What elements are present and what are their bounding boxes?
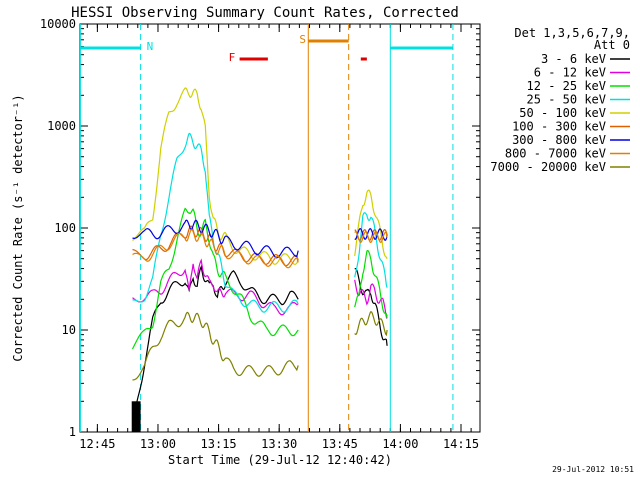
timestamp: 29-Jul-2012 10:51: [552, 465, 634, 474]
series-line-9: [132, 311, 299, 381]
legend-label: 800 - 7000 keV: [505, 147, 606, 161]
y-tick-label: 1: [69, 425, 76, 439]
y-tick-label: 10: [62, 323, 76, 337]
series-line-7: [132, 219, 299, 259]
plot-frame: [79, 23, 481, 433]
series-line-7-segment-2: [354, 227, 388, 242]
series-line-3-segment-2: [354, 249, 388, 319]
x-tick-label: 13:15: [201, 437, 237, 451]
legend-label: 6 - 12 keV: [534, 66, 606, 80]
y-tick-label: 1000: [47, 119, 76, 133]
x-tick-label: 13:00: [140, 437, 176, 451]
legend-label: 12 - 25 keV: [527, 79, 606, 93]
series-line-1: [131, 265, 299, 412]
legend-label: 3 - 6 keV: [541, 52, 606, 66]
series-line-5: [132, 87, 299, 265]
series-line-9-segment-2: [354, 310, 388, 337]
series-line-8: [132, 229, 299, 269]
x-tick-label: 12:45: [79, 437, 115, 451]
chart-title: HESSI Observing Summary Count Rates, Cor…: [71, 5, 459, 21]
y-tick-label: 10000: [40, 17, 76, 31]
low-count-block: [131, 401, 141, 432]
legend-header-2: Att 0: [594, 38, 630, 52]
series-line-8-segment-2: [354, 231, 388, 244]
legend-label: 300 - 800 keV: [512, 133, 606, 147]
y-axis-label: Corrected Count Rate (s⁻¹ detector⁻¹): [11, 94, 25, 361]
flare-label: F: [229, 51, 236, 64]
x-tick-label: 13:45: [322, 437, 358, 451]
y-tick-label: 100: [54, 221, 76, 235]
night-label: N: [147, 40, 154, 53]
x-tick-label: 13:30: [261, 437, 297, 451]
series-line-2: [132, 258, 299, 316]
legend-label: 7000 - 20000 keV: [490, 160, 606, 174]
series-line-6-segment-2: [354, 229, 388, 242]
x-tick-label: 14:00: [382, 437, 418, 451]
series-line-3: [131, 207, 299, 350]
legend-label: 50 - 100 keV: [519, 106, 606, 120]
x-tick-label: 14:15: [443, 437, 479, 451]
x-axis-label: Start Time (29-Jul-12 12:40:42): [168, 453, 392, 467]
series-line-4-segment-2: [354, 212, 388, 288]
legend-label: 25 - 50 keV: [527, 93, 606, 107]
series-line-5-segment-2: [354, 189, 388, 259]
series-line-4: [132, 132, 299, 313]
legend-label: 100 - 300 keV: [512, 120, 606, 134]
legend-header: Det 1,3,5,6,7,9,: [514, 26, 630, 40]
saa-label: S: [299, 33, 306, 46]
